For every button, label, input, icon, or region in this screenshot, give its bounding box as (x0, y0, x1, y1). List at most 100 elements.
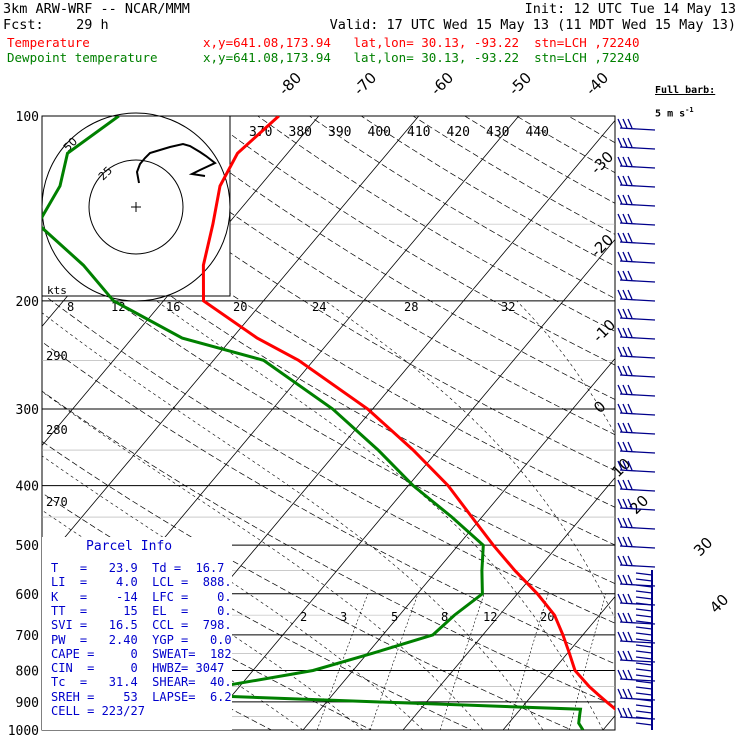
wind-barb-flag (627, 118, 633, 129)
wind-barb-flag (622, 403, 628, 414)
wind-barb-flag (622, 308, 628, 319)
wind-barb-staff (635, 596, 653, 600)
parcel-info-row: CELL = 223/27 (51, 704, 145, 718)
wind-barb-staff (619, 298, 656, 302)
wind-barb (617, 137, 656, 150)
mixing-ratio-label: 12 (483, 610, 497, 624)
wind-barb-flag (627, 327, 633, 338)
wind-barb-flag (627, 422, 633, 433)
dry-adiabat-line (42, 390, 615, 707)
wind-barb-staff (619, 260, 656, 264)
wind-barb-flag (622, 232, 628, 243)
wind-barb-flag (622, 460, 628, 471)
wind-barb-staff (619, 203, 656, 207)
pressure-tick-label: 800 (16, 664, 39, 679)
wind-barb-staff (635, 698, 653, 702)
isotherm-tick-label: 0 (590, 397, 609, 416)
wind-barb (617, 251, 656, 264)
wind-barb-staff (619, 659, 656, 663)
wind-barb (617, 213, 656, 226)
wind-barb-staff (635, 638, 653, 642)
wind-barb-staff (635, 704, 653, 708)
mixing-ratio-label: 3 (340, 610, 347, 624)
hodograph-speed-label: 28 (404, 300, 418, 314)
wind-barb (617, 308, 656, 321)
wind-barb-staff (619, 450, 656, 454)
wind-barb-flag (617, 460, 623, 471)
pressure-tick-label: 600 (16, 588, 39, 603)
wind-barb-flag (617, 612, 623, 623)
hodograph-kts-label: kts (47, 284, 67, 297)
wind-barb-flag (617, 517, 623, 528)
wind-barb (617, 156, 656, 169)
dry-adiabat-line (153, 116, 615, 400)
wind-barb-flag (617, 384, 623, 395)
pressure-tick-label: 200 (16, 295, 39, 310)
wind-barb-flag (617, 346, 623, 357)
wind-barb-flag (622, 156, 628, 167)
wind-barb-flag (617, 688, 623, 699)
wind-barb-flag (622, 612, 628, 623)
wind-barb-staff (619, 469, 656, 473)
isotherm-line (202, 238, 615, 730)
parcel-info-row: SREH = 53 LAPSE= 6.2 (51, 689, 232, 704)
wind-barb-flag (617, 631, 623, 642)
forecast-hour: Fcst: 29 h (3, 17, 109, 33)
wind-barb-staff (635, 620, 653, 624)
wind-barb-flag (617, 479, 623, 490)
parcel-info-row: SVI = 16.5 CCL = 798. (51, 618, 232, 633)
wind-barb (635, 608, 653, 612)
wind-barb-flag (627, 460, 633, 471)
wind-barb (617, 669, 656, 682)
wind-barb-flag (627, 631, 633, 642)
wind-barb-staff (619, 146, 656, 150)
hodograph-speed-label: 16 (166, 300, 180, 314)
wind-barb (635, 590, 653, 594)
isotherm-tick-label: 40 (706, 591, 732, 617)
isotherm-tick-label: -30 (587, 148, 617, 178)
wind-barb-flag (622, 365, 628, 376)
wind-barb-flag (622, 175, 628, 186)
wind-barb-flag (627, 612, 633, 623)
isotherm-line (42, 116, 420, 566)
wind-barb-flag (627, 403, 633, 414)
wind-barb (617, 479, 656, 492)
temperature-legend-info: x,y=641.08,173.94 lat,lon= 30.13, -93.22… (203, 35, 640, 50)
wind-barb (635, 722, 653, 726)
wind-barb (635, 698, 653, 702)
wind-barb (617, 536, 656, 549)
theta-tick-label: 430 (486, 125, 509, 140)
wind-barb-staff (635, 602, 653, 606)
wind-barb-flag (617, 118, 623, 129)
dry-adiabat-line (516, 116, 615, 174)
wind-barb-flag (617, 251, 623, 262)
wind-barb-staff (635, 692, 653, 696)
dry-adiabat-line (50, 116, 615, 471)
wind-barb-staff (619, 621, 656, 625)
dewpoint-legend-info: x,y=641.08,173.94 lat,lon= 30.13, -93.22… (203, 50, 640, 65)
temperature-legend-label: Temperature (7, 35, 90, 50)
init-time: Init: 12 UTC Tue 14 May 13 (524, 1, 736, 17)
wind-barb-flag (622, 270, 628, 281)
wind-barb (617, 270, 656, 283)
wind-barb-flag (622, 688, 628, 699)
wind-barb-flag (622, 574, 628, 585)
wind-barb-flag (622, 707, 628, 718)
dry-adiabat-line (257, 116, 615, 332)
isotherm-tick-label: -40 (582, 69, 612, 99)
wind-barb (617, 555, 656, 568)
wind-barb (617, 365, 656, 378)
wind-barb-flag (627, 175, 633, 186)
wind-barb-staff (635, 572, 653, 576)
wind-barb-flag (622, 137, 628, 148)
parcel-info-title: Parcel Info (86, 539, 173, 554)
wind-barb (635, 668, 653, 672)
wind-barb-flag (617, 498, 623, 509)
parcel-info-row: LI = 4.0 LCL = 888. (51, 575, 232, 590)
wind-barb (635, 650, 653, 654)
wind-barb (635, 572, 653, 576)
wind-barb-flag (627, 707, 633, 718)
wind-barb (617, 403, 656, 416)
wind-barb-flag (622, 213, 628, 224)
wind-barb (635, 602, 653, 606)
